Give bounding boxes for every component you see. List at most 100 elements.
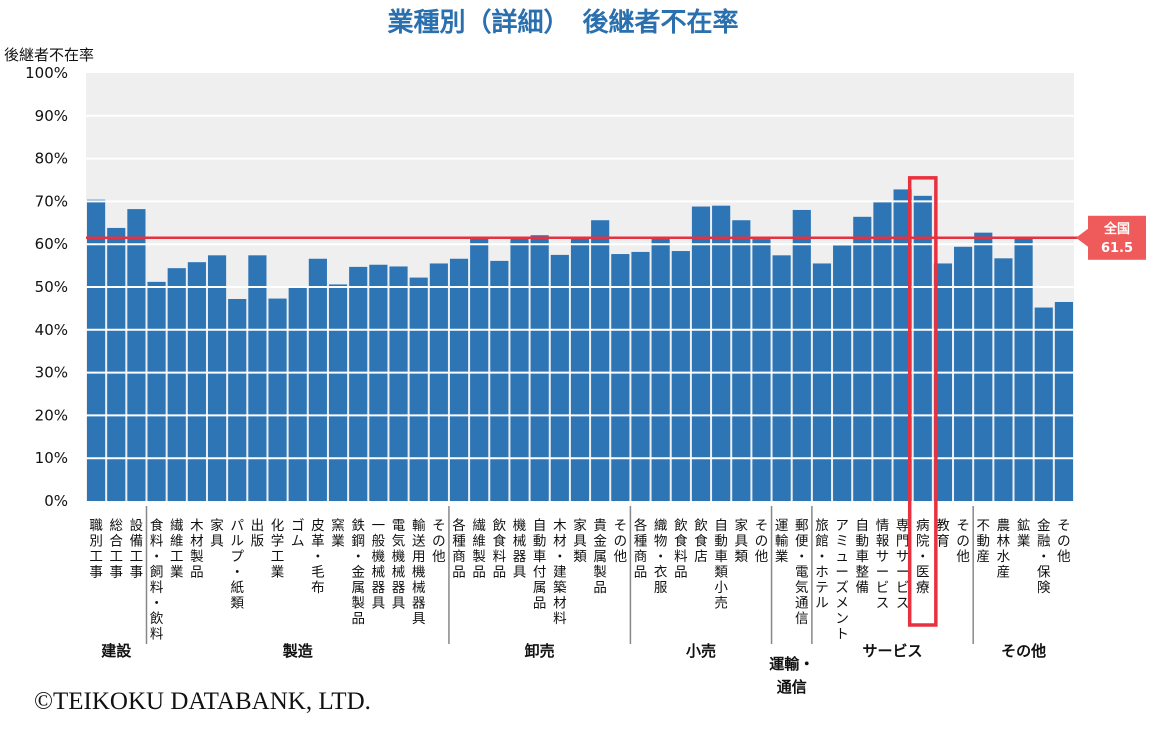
- category-label: 設備工事: [130, 518, 144, 581]
- y-tick-label: 30%: [35, 364, 68, 382]
- bar: [147, 281, 166, 501]
- category-label: 旅館・ホテル: [815, 518, 829, 612]
- bar: [107, 227, 126, 501]
- category-label: 各種商品: [634, 518, 648, 581]
- bar: [631, 251, 650, 501]
- reference-line-group: 全国 61.5: [86, 215, 1146, 260]
- category-label: その他: [755, 518, 769, 565]
- category-label: 自動車付属品: [533, 518, 547, 612]
- category-label: 窯業: [331, 517, 345, 550]
- category-label: 専門サービス: [896, 518, 910, 612]
- bar: [349, 266, 368, 501]
- y-tick-label: 60%: [35, 235, 68, 253]
- bar: [994, 258, 1013, 501]
- category-label: 一般機械器具: [372, 518, 386, 612]
- y-tick-label: 10%: [35, 449, 68, 467]
- bar: [893, 189, 912, 501]
- group-label: 建設: [101, 642, 132, 660]
- chart-title: 業種別（詳細） 後継者不在率: [387, 7, 738, 38]
- group-label: 卸売: [525, 642, 555, 660]
- category-label: その他: [1057, 518, 1071, 565]
- category-label: 教育: [936, 518, 950, 550]
- bar: [812, 263, 832, 501]
- y-axis-ticks: 0% 10% 20% 30% 40% 50% 60% 70% 80% 90% 100%: [25, 64, 68, 510]
- category-label: その他: [432, 518, 446, 565]
- category-label: 飲食料品: [493, 518, 507, 581]
- category-label: 情報サービス: [876, 518, 890, 612]
- bar: [510, 236, 529, 501]
- reference-label-box: [1088, 215, 1146, 260]
- category-label: 金融・保険: [1037, 518, 1051, 596]
- bar: [268, 298, 287, 501]
- category-label: 繊維工業: [170, 518, 184, 581]
- bar: [591, 220, 610, 501]
- bar: [127, 209, 146, 501]
- category-label: アミューズメント: [835, 518, 849, 643]
- bar: [530, 235, 549, 501]
- bar: [1054, 301, 1073, 501]
- bar: [288, 287, 307, 501]
- group-label: その他: [1001, 642, 1046, 660]
- y-axis-title: 後継者不在率: [4, 46, 94, 64]
- category-label: ゴム: [291, 517, 305, 550]
- category-label: 飲食料品: [674, 518, 688, 581]
- category-label: 織物・衣服: [654, 518, 668, 596]
- category-label: 職別工事: [89, 518, 103, 581]
- bar: [691, 206, 711, 501]
- bar: [490, 260, 509, 501]
- category-label: 機械器具: [513, 518, 527, 581]
- bar: [248, 255, 267, 501]
- bar: [389, 266, 408, 501]
- bar: [772, 255, 791, 501]
- bar: [1034, 307, 1053, 501]
- bar: [933, 263, 953, 501]
- category-label: パルプ・紙類: [230, 518, 244, 612]
- category-label: 出版: [251, 518, 265, 550]
- category-label: 輸送用機械器具: [412, 518, 426, 627]
- category-label: その他: [956, 518, 970, 565]
- category-label: 繊維製品: [472, 518, 486, 581]
- category-label: 運輸業: [775, 518, 789, 565]
- category-label: 木材・建築材料: [553, 518, 567, 627]
- category-label: 鉄鋼・金属製品: [351, 518, 365, 627]
- bar: [87, 199, 106, 502]
- y-tick-label: 70%: [35, 192, 68, 210]
- category-label: 皮革・毛布: [311, 518, 325, 596]
- bar: [1014, 236, 1033, 501]
- category-label: 郵便・電気通信: [795, 518, 809, 627]
- bar: [409, 277, 428, 501]
- bar: [187, 262, 206, 501]
- group-label: 小売: [686, 642, 716, 660]
- category-label: 木材製品: [190, 518, 204, 581]
- category-label: 家具類: [573, 517, 587, 565]
- category-label: 化学工業: [271, 518, 285, 581]
- copyright: ©TEIKOKU DATABANK, LTD.: [34, 688, 371, 715]
- category-label: 電気機械器具: [392, 518, 406, 612]
- bars: [87, 189, 1073, 502]
- bar: [732, 220, 751, 501]
- bar: [913, 195, 932, 501]
- bar: [671, 251, 690, 501]
- bar: [470, 236, 489, 501]
- category-label: 家具: [210, 517, 224, 550]
- category-label: 自動車整備: [856, 518, 870, 596]
- y-tick-label: 0%: [44, 492, 68, 510]
- reference-label-pointer: [1076, 228, 1088, 247]
- bar: [974, 232, 993, 502]
- bar: [167, 268, 186, 501]
- bar: [611, 254, 630, 501]
- highlight-box: [907, 176, 938, 627]
- bar: [873, 200, 892, 502]
- y-tick-label: 100%: [25, 64, 68, 82]
- y-tick-label: 40%: [35, 321, 68, 339]
- bar: [651, 236, 670, 501]
- reference-label-value: 61.5: [1101, 241, 1133, 256]
- category-label: 総合工事: [109, 518, 123, 581]
- category-label: 家具類: [735, 517, 749, 565]
- category-label: 各種商品: [452, 518, 466, 581]
- group-label: 製造: [282, 642, 313, 660]
- bar: [308, 258, 327, 501]
- category-label: 不動産: [977, 518, 991, 565]
